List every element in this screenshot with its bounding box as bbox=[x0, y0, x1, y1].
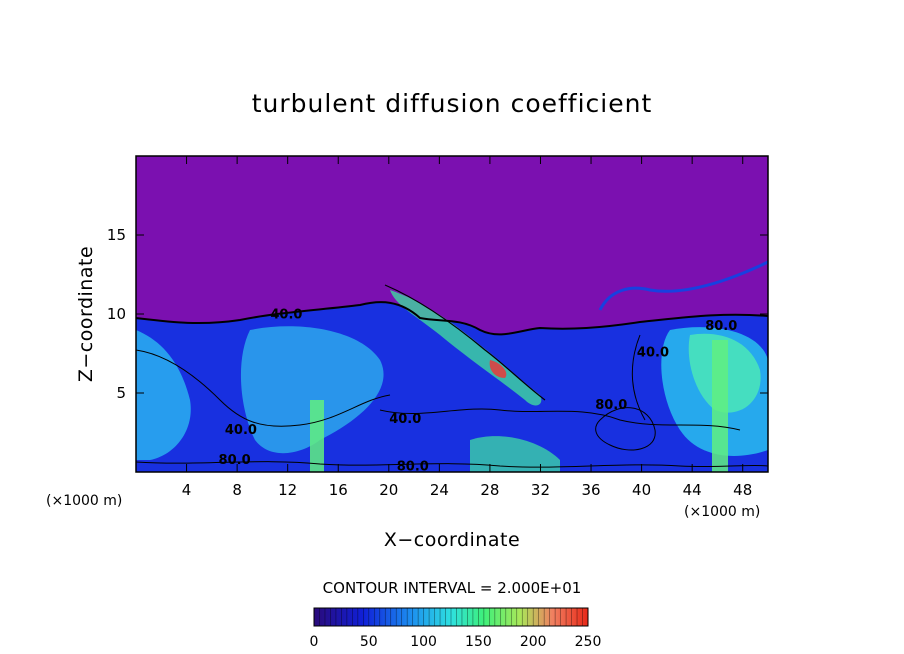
colorbar-ticks: 0 50 100 150 200 250 bbox=[310, 634, 602, 650]
colorbar: 0 50 100 150 200 250 bbox=[310, 607, 602, 650]
x-axis-unit-left: (×1000 m) bbox=[46, 493, 122, 509]
colorbar-tick-label: 0 bbox=[310, 634, 319, 650]
contour-labels: 40.0 40.0 80.0 40.0 80.0 80.0 40.0 80.0 bbox=[219, 308, 738, 475]
contour-label: 80.0 bbox=[397, 459, 429, 474]
y-tick-label: 5 bbox=[116, 384, 126, 402]
x-tick-label: 40 bbox=[632, 481, 651, 499]
colorbar-stripes bbox=[313, 608, 589, 626]
x-tick-label: 24 bbox=[430, 481, 449, 499]
colorbar-frame bbox=[313, 607, 589, 627]
x-tick-label: 8 bbox=[232, 481, 242, 499]
x-axis-unit-right: (×1000 m) bbox=[684, 504, 760, 520]
diffusion-field bbox=[136, 156, 768, 472]
contour-label: 80.0 bbox=[705, 319, 737, 334]
contour-interval-label: CONTOUR INTERVAL = 2.000E+01 bbox=[323, 579, 582, 597]
contour-shear bbox=[384, 284, 546, 401]
x-axis-ticks: 4 8 12 16 20 24 28 32 36 40 44 48 bbox=[182, 156, 752, 499]
contour-line-4 bbox=[595, 407, 656, 451]
x-tick-label: 20 bbox=[379, 481, 398, 499]
y-axis-ticks: 5 10 15 bbox=[107, 226, 768, 402]
cyan-region-center bbox=[240, 326, 384, 454]
contour-label: 40.0 bbox=[225, 423, 257, 438]
green-region-bottom bbox=[470, 436, 560, 472]
y-tick-label: 10 bbox=[107, 305, 126, 323]
x-tick-label: 32 bbox=[531, 481, 550, 499]
x-tick-label: 4 bbox=[182, 481, 192, 499]
x-tick-label: 36 bbox=[581, 481, 600, 499]
contour-line-2 bbox=[379, 408, 741, 431]
contour-label: 40.0 bbox=[637, 346, 669, 361]
contour-label: 40.0 bbox=[270, 308, 302, 323]
x-tick-label: 48 bbox=[733, 481, 752, 499]
colorbar-tick-label: 250 bbox=[575, 634, 602, 650]
contour-line-1 bbox=[136, 349, 391, 427]
colorbar-tick-label: 50 bbox=[360, 634, 378, 650]
x-axis-label: X−coordinate bbox=[384, 529, 520, 551]
vertical-plume-left bbox=[310, 400, 324, 472]
contour-label: 40.0 bbox=[389, 412, 421, 427]
x-tick-label: 16 bbox=[329, 481, 348, 499]
contour-line-5 bbox=[631, 334, 646, 421]
x-tick-label: 44 bbox=[683, 481, 702, 499]
x-tick-label: 12 bbox=[278, 481, 297, 499]
colorbar-tick-label: 150 bbox=[465, 634, 492, 650]
upper-filament bbox=[598, 260, 768, 311]
y-axis-label: Z−coordinate bbox=[75, 246, 97, 382]
chart-title: turbulent diffusion coefficient bbox=[252, 89, 653, 118]
vertical-plume-right bbox=[712, 340, 728, 472]
x-tick-label: 28 bbox=[480, 481, 499, 499]
y-tick-label: 15 bbox=[107, 226, 126, 244]
shear-layer-hotspot bbox=[489, 360, 507, 378]
colorbar-tick-label: 100 bbox=[410, 634, 437, 650]
cyan-region-left bbox=[136, 330, 191, 460]
contour-label: 80.0 bbox=[219, 453, 251, 468]
colorbar-tick-label: 200 bbox=[520, 634, 547, 650]
contour-boundary bbox=[136, 301, 768, 336]
contour-label: 80.0 bbox=[595, 398, 627, 413]
